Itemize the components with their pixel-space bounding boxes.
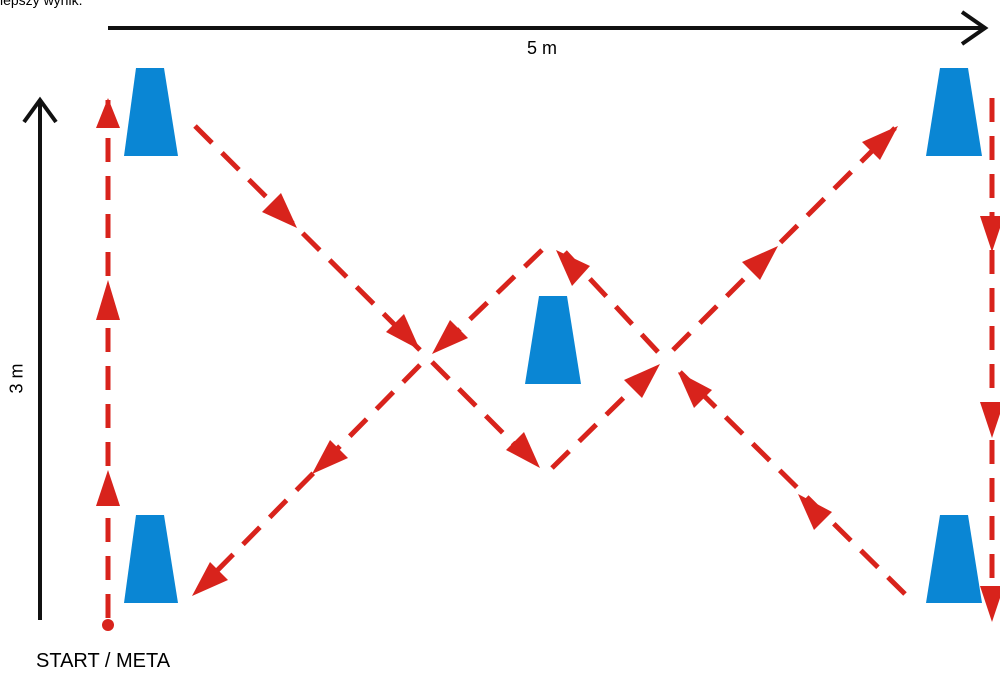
start-meta-label: START / META	[36, 650, 171, 672]
route-arrowheads	[96, 98, 1000, 622]
cone-top-right	[926, 68, 982, 156]
dashed-arrow-icon	[742, 246, 778, 280]
dashed-arrow-icon	[798, 494, 832, 530]
dashed-arrow-icon	[506, 432, 540, 468]
route-segment-tl-to-center-left	[193, 124, 422, 352]
route-segment-center-right-to-tr	[671, 126, 897, 352]
dashed-arrow-icon	[862, 126, 898, 160]
dashed-arrow-icon	[556, 250, 590, 286]
height-dimension-arrow	[22, 96, 58, 620]
route-segment-center-left-to-bl	[196, 363, 422, 592]
dashed-arrow-icon	[980, 586, 1000, 622]
dashed-arrow-icon	[678, 372, 712, 408]
dashed-arrow-icon	[96, 98, 120, 128]
route-segment-br-to-center-right	[678, 370, 907, 596]
dashed-arrow-icon	[192, 562, 228, 596]
dashed-arrow-icon	[96, 470, 120, 506]
dashed-arrow-icon	[386, 314, 420, 350]
dashed-arrow-icon	[624, 364, 660, 398]
cone-center	[525, 296, 581, 384]
dashed-arrow-icon	[96, 280, 120, 320]
cone-top-left	[124, 68, 178, 156]
dashed-arrow-icon	[980, 402, 1000, 438]
dashed-arrow-icon	[312, 440, 348, 474]
dashed-arrow-icon	[980, 216, 1000, 252]
width-label: 5 m	[527, 38, 558, 58]
height-label: 3 m	[6, 363, 27, 394]
dashed-arrow-icon	[262, 193, 297, 228]
route-segment-center-right-to-top	[563, 250, 660, 354]
top-caption: lepszy wynik.	[0, 0, 83, 8]
cone-bottom-right	[926, 515, 982, 603]
width-dimension-arrow	[108, 10, 989, 46]
cone-bottom-left	[124, 515, 178, 603]
dashed-arrow-icon	[432, 320, 468, 354]
start-point	[102, 619, 114, 631]
